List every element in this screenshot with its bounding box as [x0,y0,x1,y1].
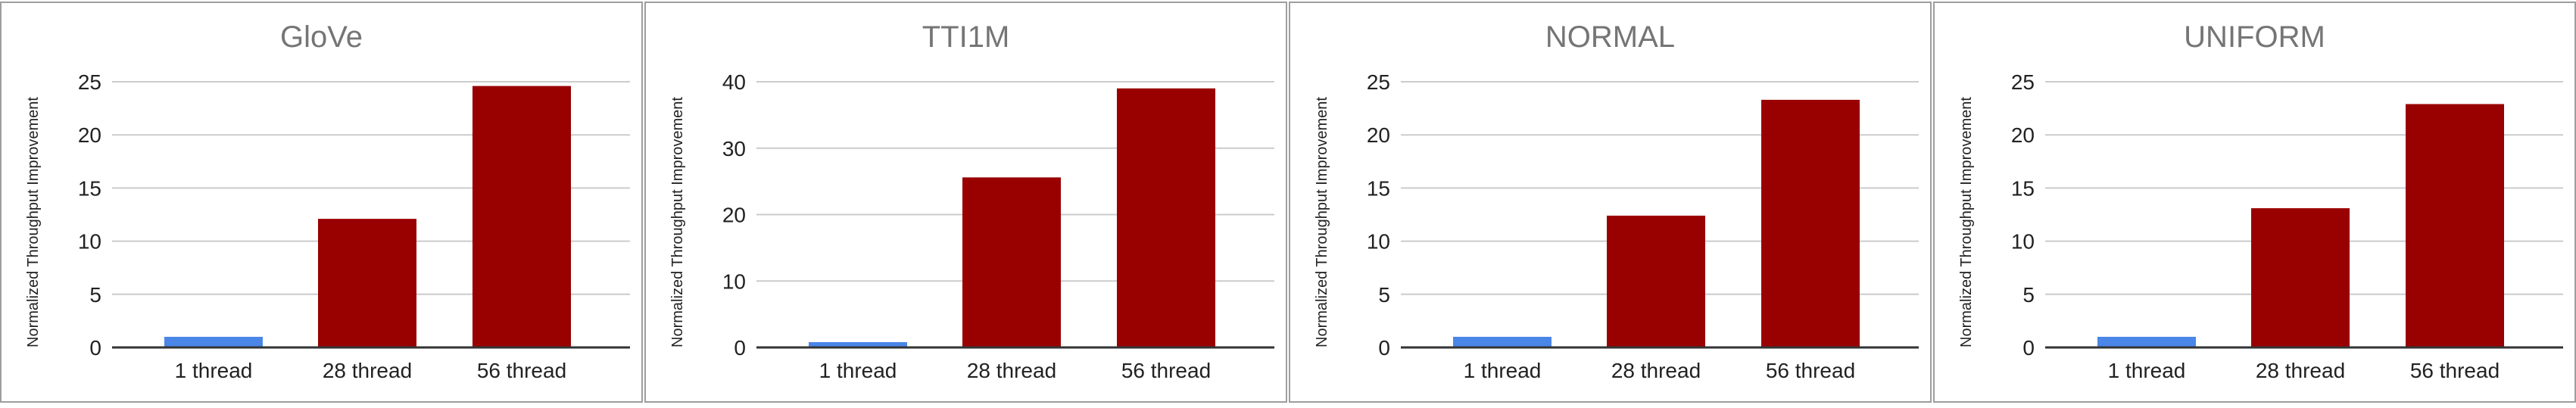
x-tick-label: 28 thread [2256,359,2345,382]
chart-panel: UNIFORM 0 5 10 15 20 25 Normalized Throughput I… [1933,2,2576,403]
y-axis-label: Normalized Throughput Improvement [25,97,42,347]
x-tick-label: 1 thread [2108,359,2186,382]
chart-title: NORMAL [1545,20,1675,54]
y-tick-label: 20 [722,204,746,227]
bar-1-thread [2097,336,2196,347]
bar-28-thread [2251,208,2350,347]
x-tick-label: 1 thread [175,359,253,382]
y-tick-label: 20 [78,123,101,147]
y-tick-label: 25 [78,70,101,94]
bar-28-thread [962,177,1061,347]
y-tick-label: 30 [722,137,746,160]
y-tick-label: 15 [2011,176,2035,200]
bar-56-thread [2406,104,2504,347]
y-tick-label: 10 [1367,230,1390,254]
y-tick-label: 0 [89,336,101,360]
bar-56-thread [472,86,571,347]
y-tick-label: 0 [1378,336,1390,360]
y-tick-label: 25 [1367,70,1390,94]
x-tick-label: 28 thread [1611,359,1701,382]
x-tick-label: 56 thread [1121,359,1211,382]
chart-title: UNIFORM [2184,20,2325,54]
chart-title: GloVe [280,20,363,54]
bar-28-thread [1607,215,1705,347]
y-axis-label: Normalized Throughput Improvement [669,97,686,347]
y-axis-label: Normalized Throughput Improvement [1958,97,1975,347]
y-tick-label: 10 [2011,230,2035,254]
bar-28-thread [318,219,416,347]
x-tick-label: 28 thread [323,359,412,382]
bar-1-thread [809,341,907,347]
x-tick-label: 1 thread [819,359,897,382]
chart-title: TTI1M [922,20,1010,54]
y-tick-label: 5 [89,283,101,307]
y-tick-label: 10 [78,230,101,254]
y-tick-label: 40 [722,70,746,94]
y-tick-label: 15 [78,176,101,200]
y-tick-label: 5 [1378,283,1390,307]
y-tick-label: 15 [1367,176,1390,200]
y-axis-label: Normalized Throughput Improvement [1314,97,1330,347]
x-tick-label: 56 thread [477,359,566,382]
bar-1-thread [1453,336,1552,347]
y-tick-label: 20 [1367,123,1390,147]
y-tick-label: 5 [2022,283,2035,307]
bar-1-thread [164,336,263,347]
chart-panel: NORMAL 0 5 10 15 20 25 Normalized Throughput Im… [1289,2,1932,403]
y-tick-label: 0 [734,336,746,360]
y-tick-label: 10 [722,269,746,293]
bar-56-thread [1117,88,1215,348]
y-tick-label: 25 [2011,70,2035,94]
x-tick-label: 56 thread [1766,359,1855,382]
chart-panel: GloVe 0 5 10 15 20 25 Normalized Throughput Imp… [0,2,643,403]
y-tick-label: 20 [2011,123,2035,147]
bar-56-thread [1761,99,1860,348]
x-tick-label: 1 thread [1464,359,1542,382]
x-tick-label: 28 thread [967,359,1056,382]
chart-panel: TTI1M 0 10 20 30 40 Normalized Throughput Impr… [644,2,1287,403]
y-tick-label: 0 [2022,336,2035,360]
x-tick-label: 56 thread [2410,359,2500,382]
